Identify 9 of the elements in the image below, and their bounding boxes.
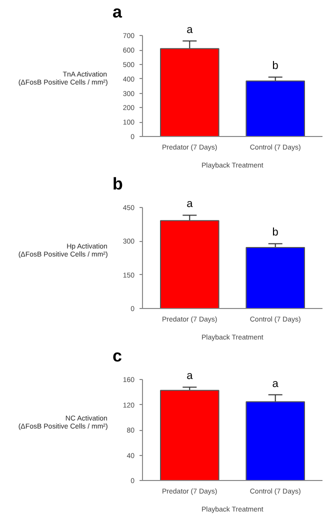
annotation: a	[272, 378, 280, 390]
chart-title: b	[112, 174, 123, 194]
annotation: b	[272, 226, 278, 239]
chart-title: a	[112, 2, 122, 22]
annotation: a	[186, 370, 194, 382]
annotation: a	[186, 198, 194, 210]
annotation: b	[272, 60, 278, 72]
annotation: a	[186, 24, 194, 36]
chart-title: c	[112, 346, 122, 366]
